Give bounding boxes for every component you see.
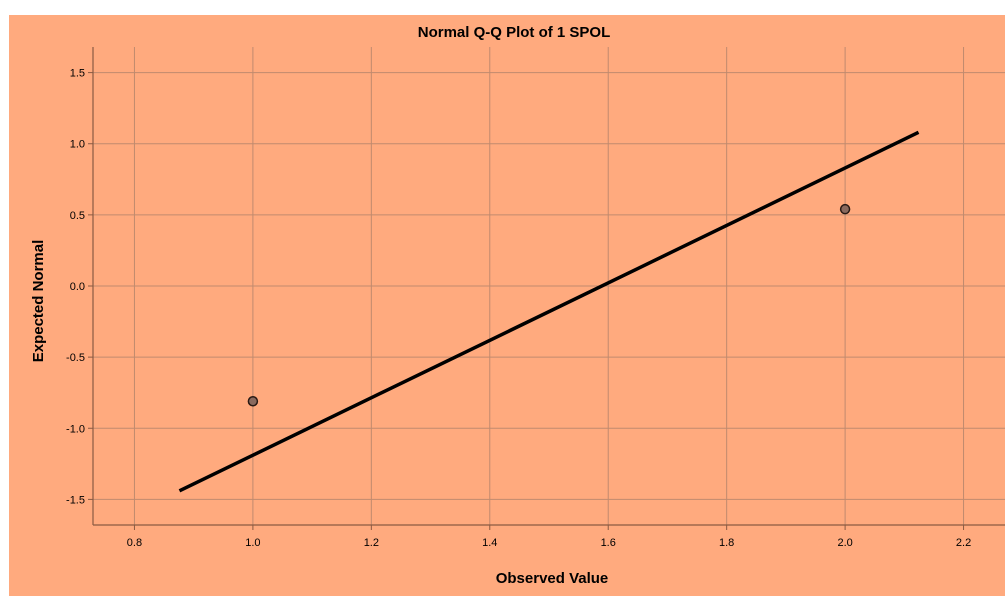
x-tick-label: 1.6: [601, 537, 616, 549]
qq-plot: Normal Q-Q Plot of 1 SPOL 0.8 1.0 1.2 1.4 1.…: [30, 24, 1005, 587]
y-tick-label: 0.0: [70, 281, 85, 293]
y-tick-label: 1.5: [70, 68, 85, 80]
x-tick-label: 1.2: [364, 537, 379, 549]
y-axis-title: Expected Normal: [30, 240, 47, 363]
grid-lines: [93, 47, 1005, 525]
x-tick-labels: 0.8 1.0 1.2 1.4 1.6 1.8 2.0 2.2: [127, 537, 971, 549]
y-tick-label: 0.5: [70, 210, 85, 222]
x-tick-label: 1.8: [719, 537, 734, 549]
chart-frame: Normal Q-Q Plot of 1 SPOL 0.8 1.0 1.2 1.4 1.…: [9, 15, 1005, 596]
x-tick-label: 2.2: [956, 537, 971, 549]
axes: [88, 47, 1005, 530]
reference-line-group: [178, 130, 920, 493]
data-point: [247, 395, 259, 407]
chart-title: Normal Q-Q Plot of 1 SPOL: [418, 24, 611, 41]
y-tick-label: 1.0: [70, 139, 85, 151]
y-tick-label: -0.5: [66, 352, 85, 364]
y-tick-labels: 1.5 1.0 0.5 0.0 -0.5 -1.0 -1.5: [66, 68, 85, 507]
data-points: [247, 203, 851, 407]
data-point: [839, 203, 851, 215]
x-tick-label: 1.4: [482, 537, 497, 549]
x-tick-label: 2.0: [837, 537, 852, 549]
x-tick-label: 1.0: [245, 537, 260, 549]
x-axis-title: Observed Value: [496, 570, 609, 587]
x-tick-label: 0.8: [127, 537, 142, 549]
y-tick-label: -1.5: [66, 494, 85, 506]
reference-line: [178, 130, 920, 493]
y-tick-label: -1.0: [66, 423, 85, 435]
